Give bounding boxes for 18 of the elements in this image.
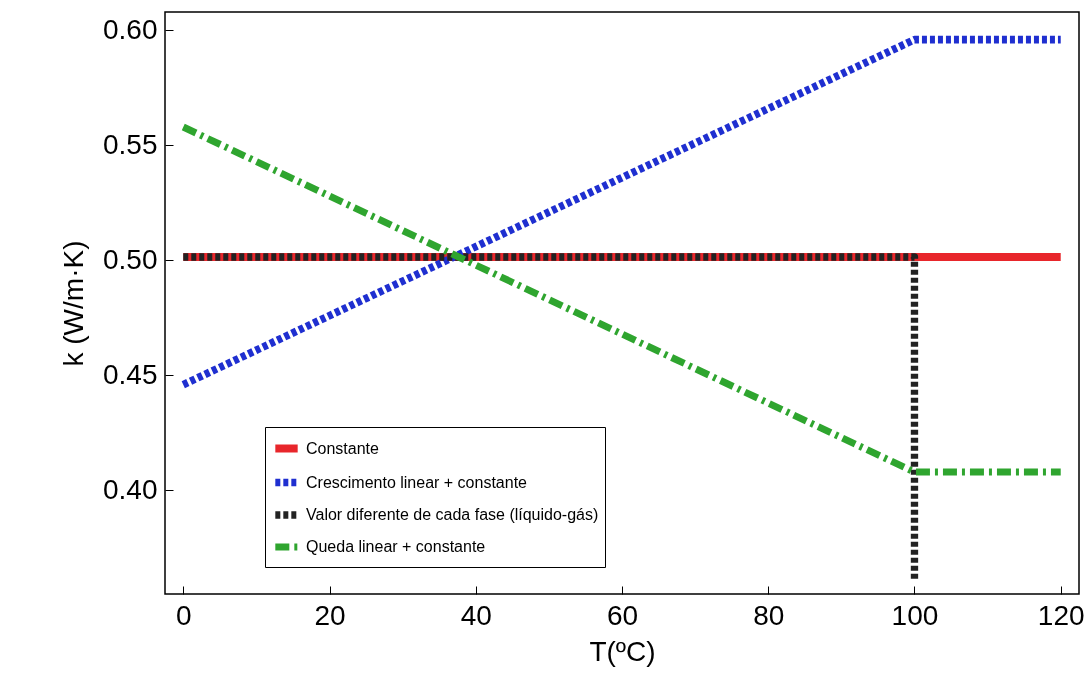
legend-label: Valor diferente de cada fase (líquido-gás)	[306, 506, 599, 523]
y-tick-label: 0.50	[103, 243, 158, 275]
x-tick-label: 20	[314, 599, 346, 631]
y-axis-title: k (W/m·K)	[58, 240, 89, 367]
y-tick-label: 0.60	[103, 13, 158, 45]
x-tick-label: 40	[460, 599, 492, 631]
x-tick-label: 120	[1037, 599, 1085, 631]
x-axis-title: T(ºC)	[589, 635, 656, 667]
x-tick-label: 100	[891, 599, 939, 631]
y-tick-label: 0.55	[103, 128, 158, 160]
y-tick-label: 0.40	[103, 473, 158, 505]
legend-label: Queda linear + constante	[306, 538, 486, 555]
legend-label: Crescimento linear + constante	[306, 473, 528, 491]
x-tick-label: 80	[753, 599, 785, 631]
y-tick-label: 0.45	[103, 358, 158, 390]
x-tick-label: 60	[606, 599, 639, 631]
legend-label: Constante	[306, 439, 380, 457]
x-tick-label: 0	[175, 599, 192, 631]
